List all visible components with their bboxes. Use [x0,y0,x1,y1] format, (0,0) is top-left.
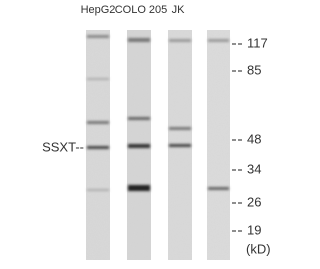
marker-label: 85 [247,62,261,77]
band [87,121,109,124]
target-label: SSXT-- [42,139,84,154]
band [87,78,109,80]
lane-label: COLO 205 [115,4,168,16]
lanes [86,28,230,262]
marker-label: 48 [247,131,261,146]
band [87,189,109,191]
marker-label: 26 [247,194,261,209]
bands [87,35,229,191]
marker-label: 117 [247,35,268,50]
band [169,127,191,130]
labels: HepG2 COLO 205 JK SSXT-- (kD) [42,4,270,257]
band [208,187,229,190]
unit-label: (kD) [246,241,271,256]
marker-label: 19 [247,222,261,237]
marker-label: 34 [247,161,261,176]
band [128,117,150,120]
band [208,39,229,42]
band [169,39,191,42]
lane-label: HepG2 [81,4,116,16]
lane-label: JK [172,4,186,16]
gap [151,28,168,262]
band [169,144,191,147]
band [87,146,109,149]
band [128,144,150,148]
band [87,35,109,38]
western-blot: HepG2 COLO 205 JK SSXT-- (kD) 117 85 48 34 2… [42,4,271,262]
gap [192,28,207,262]
band [128,185,150,191]
gap [110,28,127,262]
band [128,38,150,42]
